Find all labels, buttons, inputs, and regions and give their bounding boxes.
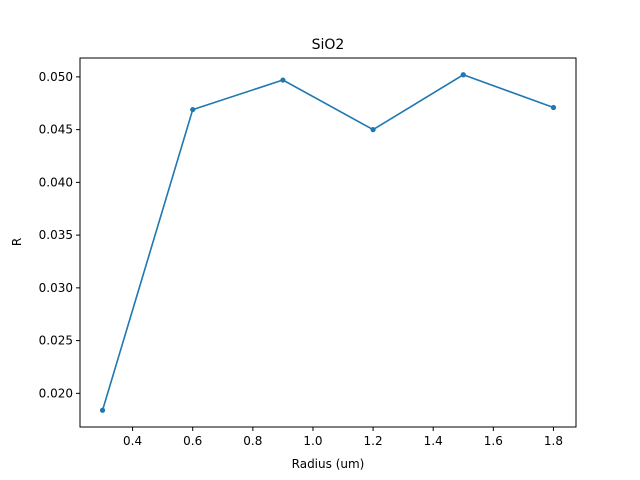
- y-tick-label: 0.050: [39, 70, 73, 84]
- data-point: [280, 77, 286, 83]
- data-point: [99, 407, 106, 413]
- x-tick-label: 1.2: [364, 434, 383, 448]
- y-tick-label: 0.030: [39, 281, 73, 295]
- data-point: [370, 127, 376, 133]
- plot-area: [79, 57, 577, 428]
- y-axis-label: R: [10, 238, 24, 246]
- x-tick-label: 1.6: [484, 434, 503, 448]
- x-tick-label: 0.6: [183, 434, 202, 448]
- y-tick-label: 0.040: [39, 175, 73, 189]
- chart-title: SiO2: [312, 37, 345, 53]
- x-tick-label: 1.0: [303, 434, 322, 448]
- x-tick-label: 0.4: [123, 434, 142, 448]
- x-axis-label: Radius (um): [292, 457, 365, 471]
- x-tick-label: 0.8: [243, 434, 262, 448]
- x-tick-label: 1.8: [544, 434, 563, 448]
- y-axis: 0.020 0.025 0.030 0.035 0.040 0.045 0.050: [39, 70, 80, 400]
- y-tick-label: 0.020: [39, 386, 73, 400]
- x-tick-label: 1.4: [424, 434, 443, 448]
- x-axis: 0.4 0.6 0.8 1.0 1.2 1.4 1.6 1.8: [123, 427, 563, 448]
- series-line: [101, 73, 554, 411]
- data-point: [550, 104, 557, 111]
- y-tick-label: 0.045: [39, 123, 73, 137]
- y-tick-label: 0.025: [39, 334, 73, 348]
- y-tick-label: 0.035: [39, 228, 73, 242]
- data-point: [190, 106, 196, 113]
- data-point: [460, 72, 466, 78]
- plot-frame: [79, 57, 577, 428]
- series-layer: [99, 72, 557, 413]
